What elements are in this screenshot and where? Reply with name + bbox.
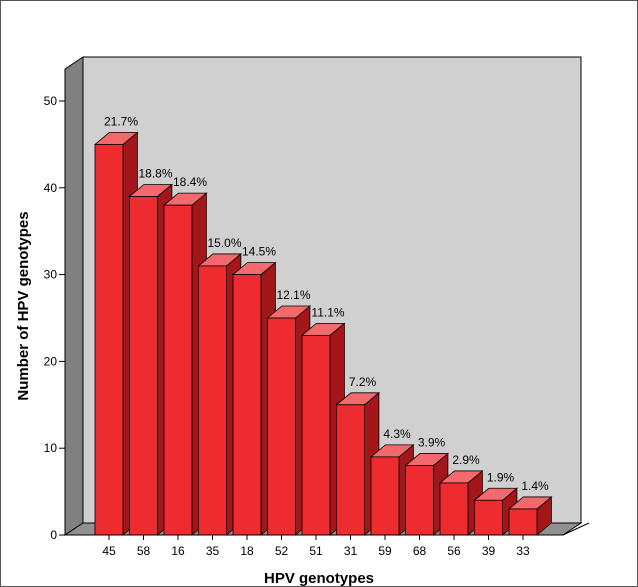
y-axis: 0 10 20 30 40 50	[44, 94, 66, 542]
x-tick-label: 35	[206, 544, 220, 558]
bar-data-label: 4.3%	[383, 427, 411, 441]
bar-front	[232, 274, 262, 536]
x-axis-title: HPV genotypes	[264, 570, 374, 586]
bar-front	[439, 482, 469, 536]
y-tick-label: 0	[50, 528, 57, 542]
x-tick-label: 51	[309, 544, 323, 558]
bar-front	[474, 499, 503, 536]
bar-data-label: 21.7%	[104, 114, 138, 128]
x-tick-label: 33	[516, 544, 530, 558]
y-tick-label: 10	[44, 441, 58, 455]
bar-data-label: 18.4%	[173, 175, 207, 189]
x-tick-label: 45	[102, 544, 116, 558]
bar-front	[405, 465, 434, 536]
x-tick-label: 39	[482, 544, 496, 558]
y-axis-title: Number of HPV genotypes	[15, 211, 32, 400]
x-tick-label: 59	[378, 544, 392, 558]
y-tick-label: 30	[44, 268, 58, 282]
x-tick-label: 58	[137, 544, 151, 558]
bar-data-label: 11.1%	[311, 305, 344, 319]
bar-data-label: 12.1%	[276, 288, 310, 302]
bar-front	[301, 334, 331, 536]
x-tick-label: 18	[240, 544, 254, 558]
x-tick-label: 31	[344, 544, 358, 558]
bar-front	[370, 456, 400, 536]
y-tick-label: 50	[44, 94, 58, 108]
bar-data-label: 2.9%	[452, 453, 480, 467]
side-wall	[64, 56, 84, 536]
x-tick-label: 68	[413, 544, 427, 558]
bars: 21.7% 18.8%18.4% 15.0%14.5% 12.1%11.1% 7.2% 4…	[93, 114, 553, 536]
bar-data-label: 18.8%	[138, 166, 172, 180]
bar-front	[336, 404, 365, 536]
bar-data-label: 14.5%	[242, 245, 276, 259]
bar-data-label: 3.9%	[418, 436, 446, 450]
x-axis: 45 58 16 35 18 52 51 31 59 68 56 39 33	[65, 522, 590, 558]
x-tick-label: 52	[275, 544, 289, 558]
bar-front	[198, 265, 227, 536]
x-axis-depth-line	[562, 522, 590, 536]
x-tick-label: 56	[447, 544, 461, 558]
bar-front	[129, 196, 158, 536]
bar-front	[267, 317, 296, 536]
x-tick-label: 16	[171, 544, 185, 558]
y-tick-label: 40	[44, 181, 58, 195]
bar-data-label: 1.9%	[487, 470, 515, 484]
y-tick-label: 20	[44, 354, 58, 368]
bar-data-label: 15.0%	[207, 236, 241, 250]
bar-front	[508, 508, 538, 536]
bar-front	[163, 204, 193, 536]
bar-front	[94, 143, 124, 536]
bar	[507, 496, 553, 536]
bar-data-label: 7.2%	[349, 375, 377, 389]
bar-data-label: 1.4%	[521, 479, 549, 493]
